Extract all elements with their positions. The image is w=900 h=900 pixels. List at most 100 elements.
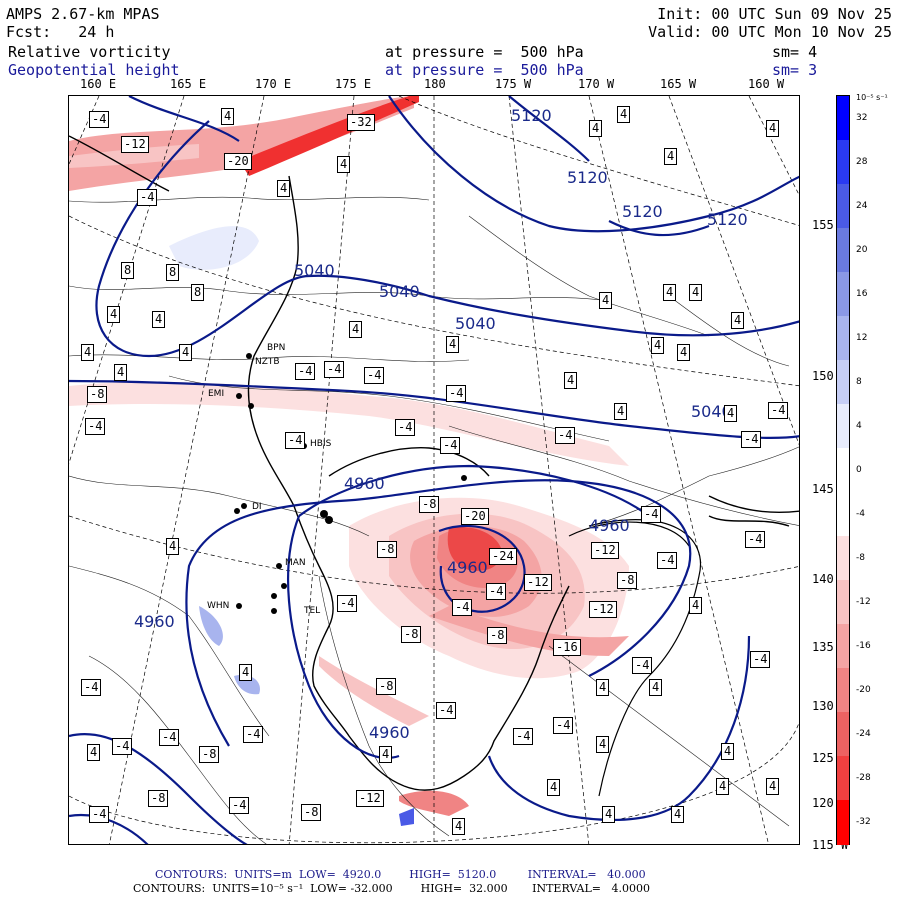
field2-level: at pressure = 500 hPa [385,61,584,79]
vorticity-label: 4 [107,306,121,323]
vorticity-label: 4 [166,538,180,555]
vorticity-label: -4 [285,432,306,449]
lon-label: 180 [424,77,446,91]
lon-label: 170 W [578,77,615,91]
colorbar-segment [837,404,849,449]
vorticity-label: 4 [547,779,561,796]
vorticity-label: 4 [596,679,610,696]
vorticity-label: 4 [602,806,616,823]
colorbar-segment [837,668,849,713]
vorticity-label: -12 [589,601,617,618]
colorbar-unit: 10⁻⁵ s⁻¹ [856,93,888,102]
vorticity-label: 4 [663,284,677,301]
vorticity-label: 4 [689,597,703,614]
vorticity-label: 8 [121,262,135,279]
colorbar-label: 8 [856,377,862,387]
height-label: 4960 [134,612,175,631]
vorticity-label: 8 [166,264,180,281]
footer-height-contours: CONTOURS: UNITS=m LOW= 4920.0 HIGH= 5120… [155,868,646,881]
colorbar-segment [837,756,849,801]
vorticity-label: -12 [591,542,619,559]
field1-name: Relative vorticity [8,43,171,61]
colorbar-label: 0 [856,465,862,475]
vorticity-label: 4 [721,743,735,760]
vorticity-label: 4 [349,321,363,338]
colorbar-label: -12 [856,597,871,607]
vorticity-label: 4 [239,664,253,681]
colorbar-segment [837,580,849,625]
vorticity-label: 4 [277,180,291,197]
vorticity-label: 4 [221,108,235,125]
vorticity-label: -4 [657,552,678,569]
colorbar-segment [837,800,849,845]
vorticity-label: -12 [524,574,552,591]
colorbar-label: 4 [856,421,862,431]
height-label: 5120 [567,168,608,187]
station-label: TEL [304,606,321,616]
vorticity-label: 4 [114,364,128,381]
vorticity-label: -4 [741,431,762,448]
colorbar-label: -24 [856,729,871,739]
footer-vorticity-contours: CONTOURS: UNITS=10⁻⁵ s⁻¹ LOW= -32.000 HI… [133,882,650,895]
station-label: DI [252,502,262,512]
vorticity-label: 4 [614,403,628,420]
vorticity-label: -4 [446,385,467,402]
vorticity-label: -8 [617,572,638,589]
colorbar-segment [837,184,849,229]
height-label: 4960 [447,558,488,577]
lon-label: 165 W [660,77,697,91]
vorticity-label: -8 [376,678,397,695]
colorbar-segment [837,536,849,581]
vorticity-label: -4 [89,806,110,823]
colorbar-segment [837,272,849,317]
vorticity-label: -4 [436,702,457,719]
height-label: 5120 [707,210,748,229]
vorticity-label: 4 [599,292,613,309]
vorticity-label: -4 [243,726,264,743]
colorbar-segment [837,624,849,669]
height-label: 5120 [622,202,663,221]
vorticity-label: -4 [750,651,771,668]
vorticity-label: 4 [452,818,466,835]
colorbar-segment [837,96,849,141]
vorticity-label: 4 [179,344,193,361]
colorbar-label: 24 [856,201,868,211]
vorticity-label: -4 [555,427,576,444]
height-label: 5120 [511,106,552,125]
vorticity-label: -4 [295,363,316,380]
station-label: WHN [207,601,230,611]
vorticity-label: -4 [229,797,250,814]
colorbar-segment [837,140,849,185]
colorbar-segment [837,492,849,537]
vorticity-label: 4 [731,312,745,329]
height-label: 5040 [455,314,496,333]
vorticity-label: -4 [486,583,507,600]
height-label: 5040 [691,402,732,421]
colorbar-segment [837,360,849,405]
positive-vorticity-shading [169,226,414,826]
vorticity-label: 4 [564,372,578,389]
field1-smoothing: sm= 4 [772,43,818,61]
colorbar [836,95,850,845]
vorticity-label: 4 [446,336,460,353]
station-label: EMI [208,389,225,399]
vorticity-label: -4 [85,418,106,435]
colorbar-label: -16 [856,641,871,651]
ice-edge [568,519,701,797]
lon-label: 160 E [80,77,117,91]
vorticity-label: 4 [671,806,685,823]
lon-label: 170 E [255,77,292,91]
height-label: 5040 [379,282,420,301]
vorticity-label: -4 [452,599,473,616]
colorbar-label: 20 [856,245,868,255]
field2-smoothing: sm= 3 [772,61,818,79]
vorticity-label: -8 [401,626,422,643]
vorticity-label: -8 [487,627,508,644]
vorticity-contours [69,196,799,844]
vorticity-label: -4 [440,437,461,454]
vorticity-label: 4 [589,120,603,137]
init-time: Init: 00 UTC Sun 09 Nov 25 [657,5,892,23]
vorticity-label: -8 [301,804,322,821]
graticule [69,96,799,844]
vorticity-label: 4 [716,778,730,795]
